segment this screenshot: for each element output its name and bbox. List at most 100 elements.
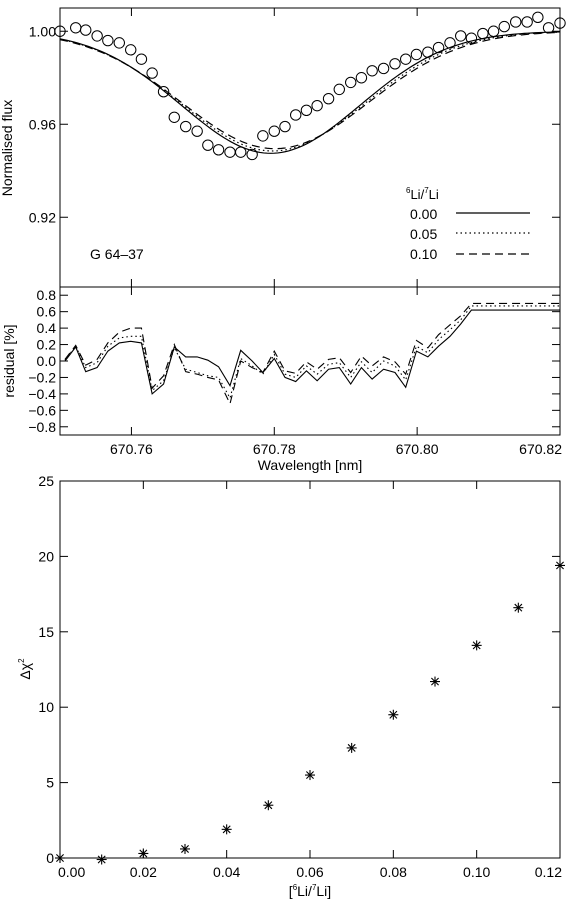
- flux-observed-point: [366, 65, 378, 77]
- chi2-point: [221, 824, 232, 835]
- chi2-x-label-li: Li/: [297, 883, 312, 899]
- flux-observed-point: [202, 139, 214, 151]
- flux-observed-point: [146, 67, 158, 79]
- chi2-point: [55, 853, 65, 863]
- chi2-y-label-sup: 2: [17, 658, 26, 663]
- flux-ticks: 0.92 0.96 1.00: [29, 8, 561, 287]
- flux-observed-point: [268, 125, 280, 137]
- legend-title-li-end: Li: [429, 187, 439, 202]
- flux-model-dotted: [59, 31, 561, 152]
- residual-ytick-label: −0.6: [28, 402, 56, 418]
- chi2-point: [430, 676, 440, 687]
- flux-observed-point: [212, 144, 225, 156]
- chi2-y-label-main: Δχ: [17, 662, 33, 679]
- flux-observed-point: [554, 17, 566, 29]
- chi2-xtick-label: 0.06: [296, 864, 323, 880]
- residual-plot-frame: [59, 286, 561, 436]
- residual-ytick-label: −0.2: [28, 369, 56, 385]
- flux-observed-point: [102, 34, 114, 47]
- chi2-ytick-label: 0: [46, 850, 54, 866]
- flux-ytick-label: 1.00: [29, 23, 56, 39]
- flux-observed-point: [54, 25, 66, 37]
- flux-observed-point: [180, 120, 192, 133]
- residual-panel: 0.80.60.40.20.0−0.2−0.4−0.6−0.8 670.76 670…: [1, 286, 562, 473]
- residual-line-solid: [64, 309, 560, 395]
- flux-observed-point: [91, 30, 103, 42]
- flux-observed-points: [54, 11, 566, 161]
- chi2-point: [305, 770, 315, 781]
- legend-title-sup-6: 6: [406, 186, 411, 195]
- star-name-annotation: G 64–37: [90, 246, 144, 262]
- residual-ytick-label: 0.0: [37, 353, 57, 369]
- residual-ytick-label: −0.8: [28, 419, 56, 435]
- flux-model-dashed: [59, 31, 561, 150]
- wavelength-axis-label: Wavelength [nm]: [258, 457, 363, 473]
- flux-ytick-label: 0.96: [29, 116, 56, 132]
- residual-ytick-label: 0.2: [37, 337, 57, 353]
- flux-observed-point: [498, 20, 510, 33]
- chi2-ytick-label: 5: [46, 775, 54, 791]
- chi2-y-axis-label: Δχ2: [17, 658, 33, 680]
- flux-observed-point: [80, 24, 92, 36]
- chi2-plot-frame: [59, 480, 561, 859]
- chi2-ticks: 0 5 10 15 20 25 0.00 0.02 0.04 0.06 0.08 0.10 0.12: [38, 473, 562, 880]
- legend-title-li: Li/: [410, 187, 424, 202]
- chi2-ytick-label: 10: [38, 699, 54, 715]
- flux-observed-point: [465, 32, 478, 44]
- flux-ytick-label: 0.92: [29, 209, 56, 225]
- chi2-ytick-label: 20: [38, 548, 54, 564]
- chi2-x-label-sup-6: 6: [293, 883, 298, 892]
- flux-panel: 0.920.961.00 Normalised flux G 64–37 6Li…: [0, 7, 566, 288]
- chi2-xtick-label: 0.04: [213, 864, 240, 880]
- residual-xtick-label: 670.76: [110, 441, 153, 457]
- flux-observed-point: [532, 11, 544, 23]
- chi2-point: [388, 709, 399, 720]
- flux-observed-point: [279, 120, 291, 133]
- legend-title: 6Li/7Li: [406, 186, 439, 202]
- chi2-x-label-sup-7: 7: [312, 883, 317, 892]
- flux-model-solid: [59, 31, 561, 154]
- flux-observed-point: [257, 130, 269, 142]
- chi2-x-label-open: [: [289, 883, 293, 899]
- flux-observed-point: [487, 25, 500, 37]
- residual-ytick-label: −0.4: [28, 386, 56, 402]
- chi2-xtick-label: 0.02: [130, 864, 157, 880]
- flux-observed-point: [410, 48, 423, 61]
- chi2-ytick-label: 25: [38, 473, 54, 489]
- flux-observed-point: [389, 58, 401, 70]
- residual-ticks: 0.80.60.40.20.0−0.2−0.4−0.6−0.8 670.76 670…: [28, 287, 562, 457]
- chi2-ytick-label: 15: [38, 624, 54, 640]
- flux-observed-point: [345, 76, 357, 89]
- legend-label-0: 0.00: [410, 206, 437, 222]
- flux-y-axis-label: Normalised flux: [0, 100, 15, 196]
- chi2-point: [96, 854, 107, 865]
- chi2-x-label-close: Li]: [316, 883, 331, 899]
- residual-line-dashed: [64, 302, 560, 406]
- chi2-points: [55, 560, 565, 865]
- flux-observed-point: [246, 148, 258, 161]
- flux-observed-point: [224, 146, 236, 158]
- legend-label-1: 0.05: [410, 226, 437, 242]
- residual-lines: [64, 302, 560, 406]
- flux-observed-point: [444, 37, 456, 49]
- flux-observed-point: [355, 72, 368, 84]
- flux-observed-point: [311, 99, 323, 112]
- flux-observed-point: [290, 109, 302, 121]
- residual-ytick-label: 0.8: [37, 287, 57, 303]
- flux-observed-point: [422, 46, 434, 58]
- residual-y-axis-label: residual [%]: [1, 324, 17, 397]
- chi2-point: [138, 848, 149, 859]
- chi2-xtick-label: 0.08: [380, 864, 407, 880]
- flux-observed-point: [521, 16, 533, 28]
- chi2-xtick-label: 0.10: [463, 864, 490, 880]
- chi2-xtick-label: 0.12: [535, 864, 562, 880]
- flux-observed-point: [300, 104, 313, 117]
- flux-observed-point: [432, 41, 445, 54]
- legend-title-sup-7: 7: [424, 186, 429, 195]
- chi2-x-axis-label: [6Li/7Li]: [289, 883, 331, 899]
- legend: 6Li/7Li 0.00 0.05 0.10: [406, 186, 530, 262]
- flux-observed-point: [135, 53, 148, 65]
- residual-xtick-label: 670.80: [396, 441, 439, 457]
- flux-observed-point: [510, 16, 522, 28]
